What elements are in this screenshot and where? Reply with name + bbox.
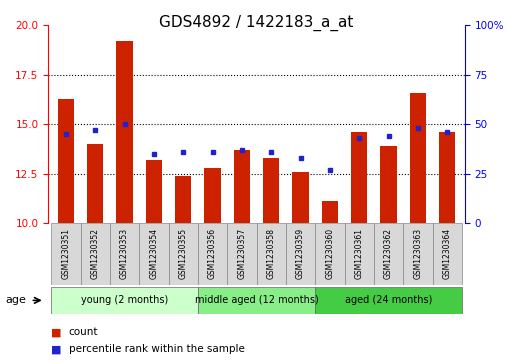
Bar <box>87 144 103 223</box>
Bar <box>169 223 198 285</box>
Bar <box>315 287 462 314</box>
Text: GSM1230359: GSM1230359 <box>296 228 305 279</box>
Bar <box>234 150 250 223</box>
Bar <box>51 223 81 285</box>
Text: age: age <box>5 295 26 305</box>
Text: GSM1230352: GSM1230352 <box>91 228 100 278</box>
Bar <box>380 146 397 223</box>
Bar <box>198 287 315 314</box>
Bar <box>198 223 227 285</box>
Bar <box>139 223 169 285</box>
Bar <box>175 176 192 223</box>
Bar <box>351 132 367 223</box>
Text: count: count <box>69 327 98 337</box>
Text: young (2 months): young (2 months) <box>81 295 168 305</box>
Bar <box>58 99 74 223</box>
Bar <box>439 132 455 223</box>
Bar <box>286 223 315 285</box>
Bar <box>257 223 286 285</box>
Text: middle aged (12 months): middle aged (12 months) <box>195 295 319 305</box>
Text: GSM1230361: GSM1230361 <box>355 228 364 278</box>
Text: GSM1230362: GSM1230362 <box>384 228 393 278</box>
Bar <box>146 160 162 223</box>
Text: GSM1230356: GSM1230356 <box>208 228 217 279</box>
Text: GSM1230355: GSM1230355 <box>179 228 187 279</box>
Text: aged (24 months): aged (24 months) <box>345 295 432 305</box>
Bar <box>263 158 279 223</box>
Bar <box>204 168 220 223</box>
Text: GSM1230364: GSM1230364 <box>442 228 452 279</box>
Text: percentile rank within the sample: percentile rank within the sample <box>69 344 244 354</box>
Bar <box>403 223 432 285</box>
Text: GSM1230360: GSM1230360 <box>326 228 334 279</box>
Text: GDS4892 / 1422183_a_at: GDS4892 / 1422183_a_at <box>160 15 354 31</box>
Text: GSM1230363: GSM1230363 <box>414 228 422 279</box>
Text: GSM1230353: GSM1230353 <box>120 228 129 279</box>
Text: GSM1230358: GSM1230358 <box>267 228 276 278</box>
Text: GSM1230357: GSM1230357 <box>237 228 246 279</box>
Bar <box>110 223 139 285</box>
Text: ■: ■ <box>51 344 61 354</box>
Bar <box>116 41 133 223</box>
Bar <box>315 223 344 285</box>
Bar <box>81 223 110 285</box>
Text: GSM1230354: GSM1230354 <box>149 228 158 279</box>
Bar <box>344 223 374 285</box>
Text: GSM1230351: GSM1230351 <box>61 228 71 278</box>
Bar <box>51 287 198 314</box>
Bar <box>410 93 426 223</box>
Bar <box>293 172 309 223</box>
Bar <box>374 223 403 285</box>
Bar <box>432 223 462 285</box>
Bar <box>227 223 257 285</box>
Text: ■: ■ <box>51 327 61 337</box>
Bar <box>322 201 338 223</box>
